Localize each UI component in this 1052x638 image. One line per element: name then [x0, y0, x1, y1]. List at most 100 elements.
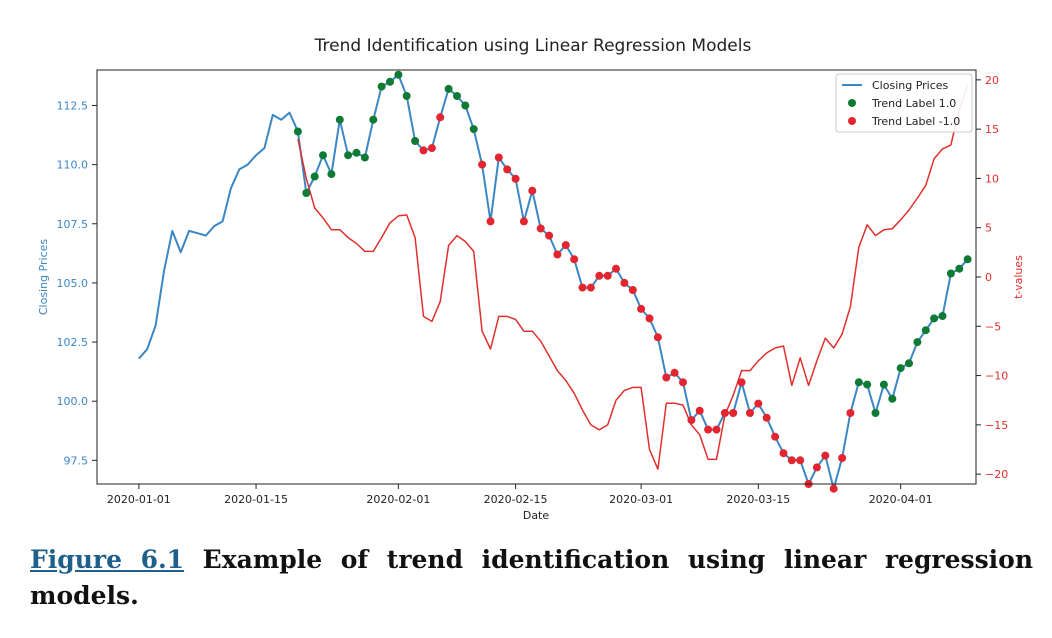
trend-label-pos-point	[854, 378, 863, 387]
trend-label-pos-point	[913, 338, 922, 347]
x-axis-label: Date	[523, 509, 550, 522]
trend-label-pos-point	[310, 172, 319, 181]
y-right-tick-label: 15	[985, 123, 999, 136]
trend-label-neg-point	[679, 378, 687, 387]
y-left-tick-label: 102.5	[57, 336, 89, 349]
x-tick-label: 2020-03-15	[726, 493, 790, 506]
trend-label-neg-point	[838, 454, 847, 462]
y-right-tick-label: 10	[985, 172, 999, 185]
trend-label-neg-point	[545, 231, 554, 240]
legend-red-marker	[848, 117, 856, 125]
trend-label-neg-point	[536, 224, 545, 233]
x-tick-label: 2020-01-15	[224, 493, 288, 506]
legend: Closing Prices Trend Label 1.0 Trend Lab…	[835, 73, 973, 133]
trend-label-neg-point	[419, 146, 428, 155]
trend-label-pos-point	[394, 70, 403, 79]
trend-label-neg-point	[695, 406, 704, 415]
y-left-tick-label: 110.0	[57, 159, 89, 172]
trend-label-pos-point	[930, 314, 939, 323]
trend-label-pos-point	[461, 101, 470, 110]
legend-trend-label-pos: Trend Label 1.0	[871, 97, 956, 110]
trend-label-pos-point	[921, 326, 930, 335]
trend-label-neg-point	[528, 186, 537, 195]
trend-label-pos-point	[938, 312, 947, 320]
trend-label-pos-point	[879, 380, 888, 389]
trend-label-pos-point	[344, 151, 353, 160]
chart-title: Trend Identification using Linear Regres…	[314, 36, 752, 56]
y-left-tick-label: 97.5	[64, 454, 89, 467]
legend-green-marker	[848, 99, 856, 107]
trend-label-neg-point	[737, 378, 746, 387]
y-left-tick-label: 100.0	[57, 395, 89, 408]
trend-label-neg-point	[586, 283, 595, 292]
trend-label-pos-point	[377, 82, 386, 91]
x-tick-label: 2020-01-01	[107, 493, 171, 506]
y-left-tick-label: 112.5	[57, 99, 89, 112]
trend-label-pos-point	[352, 148, 361, 157]
figure-link[interactable]: Figure 6.1	[30, 545, 185, 574]
trend-label-neg-point	[762, 413, 771, 422]
trend-label-neg-point	[478, 160, 487, 169]
y-axis-right-label: t-values	[1012, 255, 1025, 299]
trend-label-neg-point	[595, 271, 604, 280]
axes: 2020-01-01 2020-01-15 2020-02-01 2020-02-15…	[57, 74, 1009, 506]
trend-chart: Trend Identification using Linear Regres…	[37, 36, 1025, 522]
trend-label-pos-point	[453, 92, 461, 100]
y-right-tick-label: 5	[985, 222, 992, 235]
y-right-tick-label: 0	[985, 271, 992, 284]
trend-label-pos-point	[963, 255, 972, 264]
trend-label-neg-point	[687, 416, 696, 425]
trend-label-neg-point	[519, 217, 528, 226]
legend-trend-label-neg: Trend Label -1.0	[871, 115, 960, 128]
trend-label-neg-point	[620, 278, 629, 287]
y-right-tick-label: −5	[985, 320, 1001, 333]
y-right-tick-label: −10	[985, 370, 1008, 383]
trend-label-neg-point	[511, 174, 520, 183]
trend-label-neg-point	[612, 264, 620, 273]
trend-label-neg-point	[746, 409, 754, 417]
trend-label-neg-point	[427, 144, 436, 153]
trend-label-neg-point	[578, 283, 587, 292]
trend-label-neg-point	[812, 463, 821, 472]
y-left-tick-label: 107.5	[57, 218, 89, 231]
trend-label-neg-point	[570, 255, 579, 264]
trend-label-neg-point	[436, 113, 445, 122]
trend-label-pos-point	[888, 394, 897, 403]
trend-label-neg-point	[628, 286, 637, 294]
y-right-tick-label: 20	[985, 74, 999, 87]
trend-label-neg-point	[712, 425, 721, 434]
x-tick-label: 2020-02-01	[366, 493, 430, 506]
trend-label-pos-point	[905, 359, 913, 368]
trend-label-pos-point	[319, 151, 327, 160]
trend-label-neg-point	[653, 333, 662, 342]
plot-lines	[138, 73, 969, 490]
trend-label-pos-point	[871, 409, 880, 417]
y-right-tick-label: −15	[985, 419, 1008, 432]
trend-label-pos-point	[946, 269, 955, 278]
x-tick-label: 2020-02-15	[484, 493, 548, 506]
x-tick-label: 2020-03-01	[609, 493, 673, 506]
trend-label-neg-point	[662, 373, 671, 382]
trend-label-pos-point	[293, 127, 302, 136]
trend-label-neg-point	[779, 449, 788, 458]
trend-label-neg-point	[754, 399, 763, 408]
trend-label-neg-point	[553, 250, 562, 259]
trend-label-neg-point	[603, 271, 612, 280]
trend-label-neg-point	[771, 432, 780, 441]
trend-label-pos-point	[360, 153, 369, 162]
trend-label-neg-point	[796, 456, 805, 465]
trend-label-neg-point	[704, 425, 713, 434]
y-axis-left-label: Closing Prices	[37, 239, 50, 316]
trend-label-pos-point	[402, 92, 411, 100]
trend-label-neg-point	[503, 165, 512, 174]
x-tick-label: 2020-04-01	[869, 493, 933, 506]
trend-label-pos-point	[327, 170, 336, 179]
figure-caption: Figure 6.1 Example of trend identificati…	[30, 542, 1033, 614]
trend-label-neg-point	[846, 409, 855, 417]
trend-label-neg-point	[645, 314, 654, 323]
caption-text: Example of trend identification using li…	[30, 545, 1033, 610]
trend-label-neg-point	[729, 409, 738, 417]
trend-label-pos-point	[302, 189, 311, 197]
plot-markers	[293, 70, 972, 493]
trend-label-pos-point	[444, 84, 453, 93]
